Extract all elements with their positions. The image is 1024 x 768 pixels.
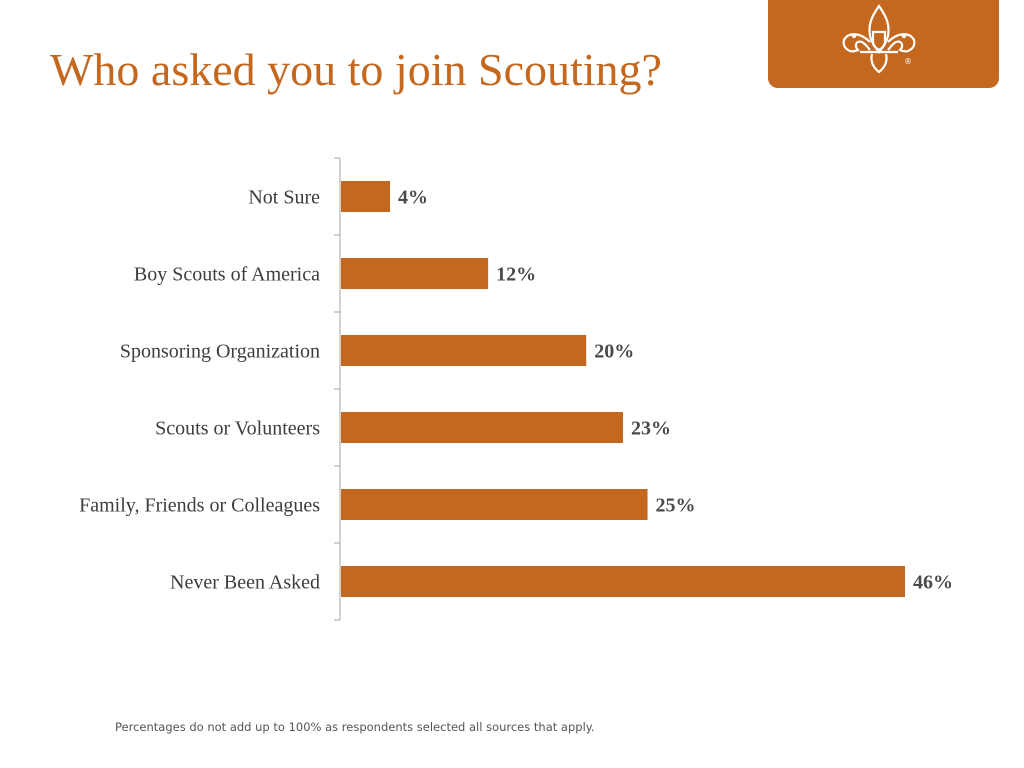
bar-2 <box>341 335 587 366</box>
category-label: Never Been Asked <box>170 572 320 594</box>
category-label: Sponsoring Organization <box>120 341 320 363</box>
value-labels: 4% 12% 20% 23% 25% 46% <box>398 187 953 594</box>
category-axis <box>334 157 341 621</box>
category-label: Not Sure <box>248 187 320 209</box>
logo-tab: ® <box>768 0 999 88</box>
category-label: Scouts or Volunteers <box>155 418 320 440</box>
value-label: 23% <box>631 418 671 440</box>
value-label: 25% <box>656 495 696 517</box>
bar-1 <box>341 258 489 289</box>
registered-mark: ® <box>904 57 912 66</box>
value-label: 46% <box>913 572 953 594</box>
value-label: 20% <box>594 341 634 363</box>
slide-title: Who asked you to join Scouting? <box>50 44 662 95</box>
bar-5 <box>341 566 905 597</box>
bar-0 <box>341 181 391 212</box>
value-label: 12% <box>496 264 536 286</box>
fleur-de-lis-icon: ® <box>842 4 916 74</box>
category-label: Boy Scouts of America <box>134 264 320 286</box>
footnote: Percentages do not add up to 100% as res… <box>115 720 595 734</box>
category-labels: Not Sure Boy Scouts of America Sponsoring … <box>79 187 320 594</box>
bar-series <box>341 181 905 597</box>
category-label: Family, Friends or Colleagues <box>79 495 320 517</box>
value-label: 4% <box>398 187 428 209</box>
bar-4 <box>341 489 648 520</box>
bar-3 <box>341 412 623 443</box>
